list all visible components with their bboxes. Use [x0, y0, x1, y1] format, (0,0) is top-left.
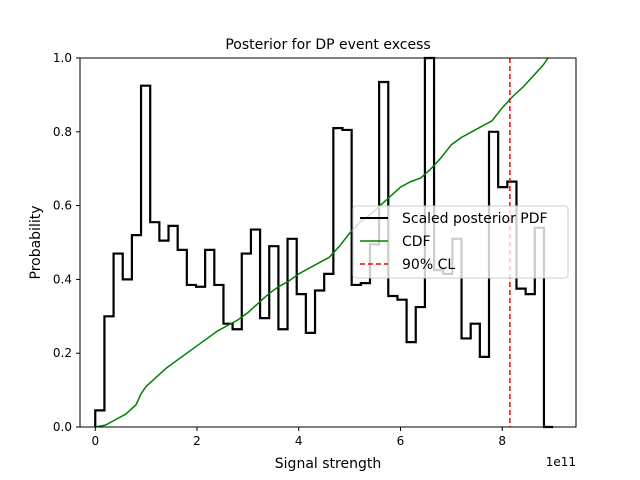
plot-frame: [79, 57, 577, 428]
cdf-line: [95, 57, 549, 428]
x-tick-label: 0: [91, 434, 99, 448]
y-tick-label: 0.2: [53, 346, 72, 360]
x-offset-label: 1e11: [546, 455, 576, 469]
y-tick-label: 0.6: [53, 199, 72, 213]
y-tick-label: 0.0: [53, 420, 72, 434]
pdf-histogram-line: [94, 56, 554, 429]
legend-label-cl: 90% CL: [402, 257, 455, 273]
x-tick-label: 2: [193, 434, 201, 448]
y-axis-label: Probability: [28, 205, 44, 279]
y-tick-label: 0.8: [53, 125, 72, 139]
x-axis: 0 2 4 6 8: [91, 427, 506, 448]
x-tick-label: 6: [397, 434, 405, 448]
y-axis: 0.0 0.2 0.4 0.6 0.8 1.0: [53, 51, 80, 434]
x-tick-label: 4: [295, 434, 303, 448]
x-axis-label: Signal strength: [275, 456, 381, 472]
x-tick-label: 8: [498, 434, 506, 448]
chart-title: Posterior for DP event excess: [225, 37, 430, 53]
legend-label-cdf: CDF: [402, 234, 431, 250]
y-tick-label: 0.4: [53, 272, 72, 286]
legend-box: [352, 205, 569, 279]
legend: Scaled posterior PDF CDF 90% CL: [352, 205, 569, 279]
legend-label-pdf: Scaled posterior PDF: [402, 211, 548, 227]
y-tick-label: 1.0: [53, 51, 72, 65]
